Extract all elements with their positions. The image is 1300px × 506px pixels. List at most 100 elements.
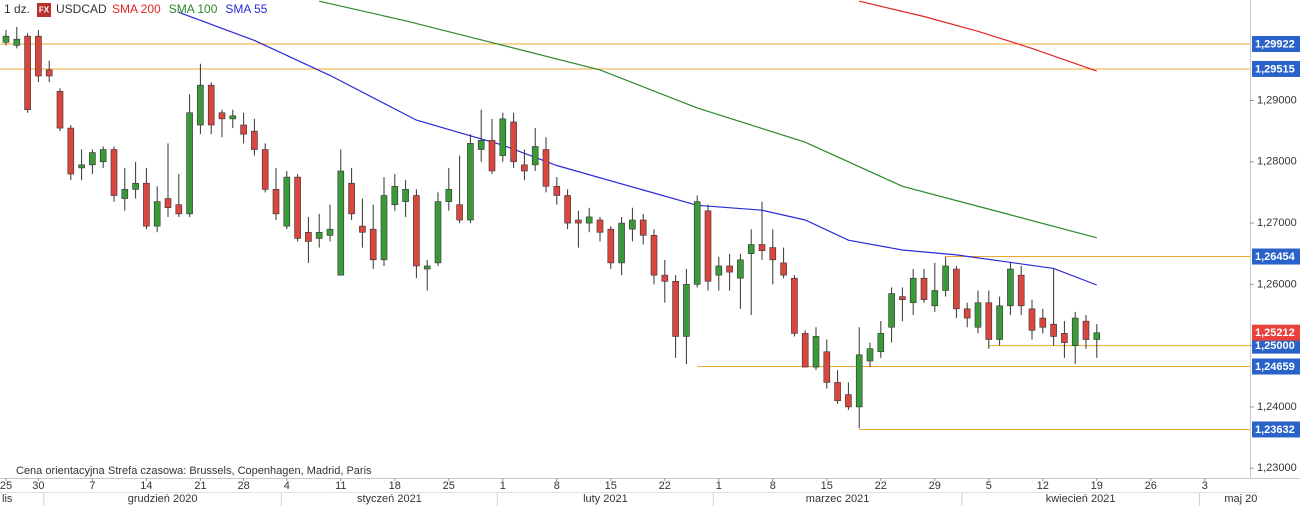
candle-body <box>920 277 928 300</box>
x-tick-label: 18 <box>389 480 401 492</box>
candle-body <box>1061 333 1068 343</box>
footnote: Cena orientacyjna <box>16 465 106 477</box>
candle-body <box>67 127 75 175</box>
x-tick-label: 12 <box>1037 480 1049 492</box>
candle-body <box>391 185 399 205</box>
time-axis: 25 30 7 14 21 28 4 11 18 25 1 8 15 22 1 8 15 22 29 5 12 19 26 3… <box>0 478 1257 506</box>
candle-body <box>737 259 744 279</box>
candle-body <box>434 201 442 264</box>
level-label-box <box>1252 358 1300 375</box>
candle-body <box>629 219 636 230</box>
candle-body <box>877 333 885 353</box>
candle-body <box>650 235 658 276</box>
candle-body <box>1093 332 1101 340</box>
level-label: 1,26454 <box>1255 251 1296 263</box>
x-tick-label: 22 <box>659 480 671 492</box>
candle-body <box>207 84 215 126</box>
month-label: grudzień 2020 <box>128 493 198 505</box>
candle-body <box>337 170 345 276</box>
legend-entry: SMA 55 <box>225 2 267 16</box>
footnote: Strefa czasowa: Brussels, Copenhagen, Ma… <box>108 465 372 477</box>
x-tick-label: 29 <box>929 480 941 492</box>
candle-body <box>661 274 669 282</box>
candle-body <box>618 222 625 264</box>
candle-body <box>553 185 561 196</box>
candle-body <box>261 149 269 190</box>
x-tick-label: 3 <box>1202 480 1208 492</box>
month-label: marzec 2021 <box>806 493 870 505</box>
candle-body <box>89 152 96 166</box>
level-label-box <box>1252 36 1300 53</box>
badge-box <box>37 3 51 17</box>
candle-body <box>715 265 723 276</box>
x-tick-label: 8 <box>554 480 560 492</box>
candle-body <box>963 308 971 319</box>
candle-body <box>2 35 10 43</box>
x-tick-label: 30 <box>32 480 44 492</box>
candle-body <box>272 189 280 215</box>
candle-body <box>780 262 787 276</box>
sma-line <box>319 0 1097 239</box>
candle-body <box>1007 268 1014 307</box>
candle-body <box>197 84 204 126</box>
sma-line <box>859 0 1097 72</box>
candle-body <box>855 354 863 408</box>
candle-body <box>369 228 377 261</box>
symbol: USDCAD <box>56 2 107 16</box>
month-label: kwiecień 2021 <box>1046 493 1116 505</box>
last-price-label: 1,25212 <box>1255 327 1295 339</box>
candle-body <box>477 140 485 150</box>
candle-body <box>704 210 712 282</box>
candle-body <box>585 216 593 224</box>
level-label-box <box>1252 421 1300 438</box>
candle-body <box>1082 320 1090 340</box>
level-label-box <box>1252 337 1300 354</box>
candle-body <box>186 112 193 215</box>
x-tick-label: 25 <box>443 480 455 492</box>
candle-body <box>747 244 755 255</box>
candle-body <box>931 290 939 307</box>
candle-body <box>823 351 831 383</box>
x-tick-label: 26 <box>1145 480 1157 492</box>
x-tick-label: 11 <box>335 480 346 492</box>
candle-body <box>953 268 960 310</box>
level-label-box <box>1252 248 1300 265</box>
x-tick-label: 1 <box>716 480 722 492</box>
y-tick-label: 1,24000 <box>1257 401 1297 413</box>
candle-body <box>445 189 453 202</box>
candle-body <box>639 219 647 236</box>
y-tick-label: 1,23000 <box>1257 462 1297 474</box>
x-tick-label: 28 <box>237 480 249 492</box>
candle-body <box>56 91 64 129</box>
level-label: 1,24659 <box>1255 361 1295 373</box>
candle-body <box>683 284 690 337</box>
candle-body <box>121 189 129 199</box>
x-tick-label: 22 <box>875 480 887 492</box>
candle-body <box>607 228 615 264</box>
candle-body <box>791 277 798 334</box>
x-tick-label: 15 <box>821 480 833 492</box>
candle-body <box>693 201 701 285</box>
y-tick-label: 1,28000 <box>1257 156 1297 168</box>
candle-body <box>251 130 258 150</box>
candle-body <box>726 265 733 273</box>
candle-body <box>143 182 150 227</box>
month-label: maj 20 <box>1224 493 1257 505</box>
plot-area <box>0 0 1250 430</box>
candle-body <box>218 112 226 120</box>
level-label-box <box>1252 60 1300 77</box>
legend-entry: SMA 200 <box>112 2 161 16</box>
candle-body <box>359 225 366 233</box>
candle-body <box>575 219 582 224</box>
candle-body <box>423 265 431 270</box>
candle-body <box>78 164 85 169</box>
candle-body <box>13 38 21 46</box>
candle-body <box>1071 317 1079 346</box>
level-label: 1,29922 <box>1255 38 1295 50</box>
candle-body <box>510 121 517 163</box>
candle-body <box>499 118 507 156</box>
candle-body <box>974 302 982 328</box>
candle-body <box>164 198 172 209</box>
